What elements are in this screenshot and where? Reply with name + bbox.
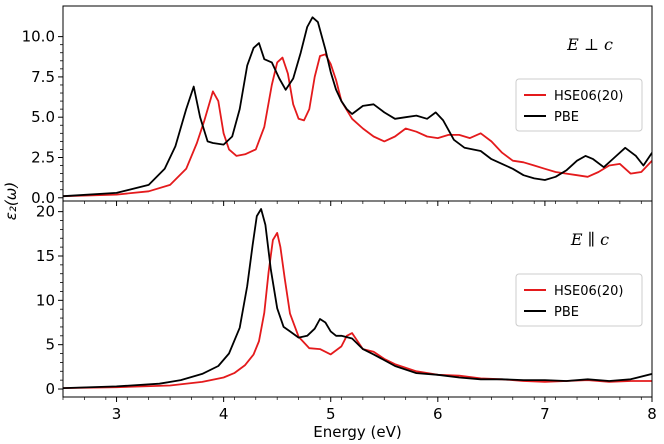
legend-label: PBE bbox=[554, 305, 579, 320]
ytick-label-top-3: 7.5 bbox=[31, 68, 55, 86]
x-axis-label: Energy (eV) bbox=[313, 423, 401, 441]
ytick-label-bottom-0: 0 bbox=[45, 380, 55, 398]
series-line-top-pbe bbox=[63, 16, 652, 198]
legend-bottom: HSE06(20) PBE bbox=[515, 273, 643, 327]
ytick-label-bottom-4: 20 bbox=[36, 203, 55, 221]
panel-top: 0.0 2.5 5.0 7.5 10.0 E ⊥ c HSE06(20) PBE bbox=[22, 5, 653, 207]
legend-top: HSE06(20) PBE bbox=[515, 78, 643, 132]
ytick-label-bottom-3: 15 bbox=[36, 247, 55, 265]
ytick-label-top-1: 2.5 bbox=[31, 148, 55, 166]
xtick-label-5: 8 bbox=[647, 405, 657, 423]
legend-label: HSE06(20) bbox=[554, 284, 623, 299]
panel-bottom: 0 5 10 15 20 3 4 5 6 7 8 E ∥ c HSE06(20) PBE bbox=[36, 200, 657, 423]
ytick-label-top-0: 0.0 bbox=[31, 189, 55, 207]
y-axis-label: ε₂(ω) bbox=[2, 182, 20, 220]
ytick-label-top-2: 5.0 bbox=[31, 108, 55, 126]
legend-box bbox=[515, 273, 643, 327]
ytick-label-bottom-1: 5 bbox=[45, 336, 55, 354]
ytick-label-bottom-2: 10 bbox=[36, 291, 55, 309]
xtick-label-3: 6 bbox=[433, 405, 443, 423]
panel-frame-bottom bbox=[62, 200, 653, 398]
xtick-label-4: 7 bbox=[540, 405, 550, 423]
legend-label: PBE bbox=[554, 110, 579, 125]
xtick-label-1: 4 bbox=[219, 405, 229, 423]
xtick-label-0: 3 bbox=[112, 405, 122, 423]
legend-label: HSE06(20) bbox=[554, 89, 623, 104]
annotation-top: E ⊥ c bbox=[566, 35, 613, 54]
series-line-bottom-pbe bbox=[63, 208, 652, 389]
xtick-label-2: 5 bbox=[326, 405, 336, 423]
ytick-label-top-4: 10.0 bbox=[22, 28, 55, 46]
legend-box bbox=[515, 78, 643, 132]
annotation-bottom: E ∥ c bbox=[570, 230, 609, 249]
